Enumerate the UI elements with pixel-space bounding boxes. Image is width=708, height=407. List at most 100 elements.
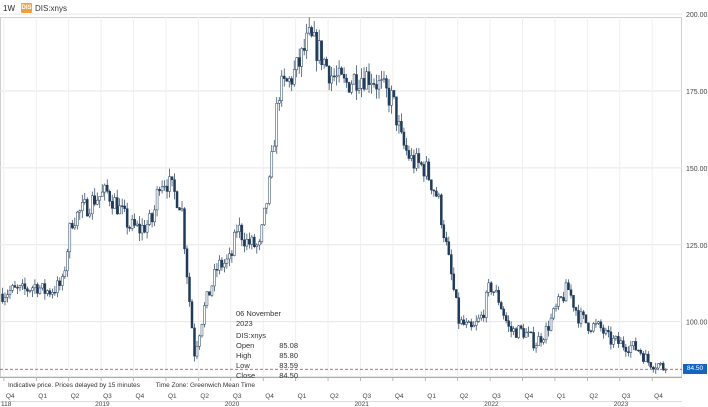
candle-body — [402, 131, 406, 146]
candle-body — [557, 296, 560, 307]
candle-body — [78, 210, 82, 213]
year-label: 2021 — [354, 401, 369, 407]
candle-body — [392, 90, 396, 98]
candle-body — [350, 83, 353, 93]
year-label: 118 — [1, 401, 12, 407]
candle-body — [497, 290, 500, 303]
y-tick-label: 125.00 — [686, 243, 708, 250]
candle-body — [400, 121, 403, 133]
candle-body — [220, 259, 224, 268]
candle-body — [248, 239, 251, 245]
candle-body — [629, 345, 633, 353]
candle-body — [153, 209, 156, 223]
candle-body — [110, 201, 114, 209]
candle-body — [81, 202, 84, 211]
candle-body — [322, 58, 326, 66]
period-selector[interactable]: 1W — [3, 3, 15, 13]
candle-body — [462, 319, 466, 325]
candle-body — [412, 155, 416, 169]
candle-body — [215, 269, 219, 271]
candle-body — [31, 287, 34, 291]
timezone-note: Time Zone: Greenwich Mean Time — [155, 382, 256, 389]
candle-body — [158, 189, 161, 192]
candle-body — [387, 87, 391, 106]
candle-body — [627, 351, 630, 353]
candle-body — [36, 284, 39, 294]
candle-body — [282, 75, 286, 79]
candle-body — [507, 320, 510, 327]
candle-body — [642, 353, 645, 362]
candle-body — [332, 75, 336, 78]
candle-body — [168, 176, 171, 192]
year-label: 2019 — [95, 401, 110, 407]
candle-body — [253, 236, 256, 248]
quarter-label: Q3 — [103, 393, 112, 400]
candle-body — [512, 328, 515, 332]
candle-body — [245, 239, 249, 247]
candle-body — [345, 77, 348, 83]
candle-body — [63, 270, 67, 277]
candle-body — [482, 314, 485, 318]
candle-body — [255, 244, 259, 248]
candle-body — [115, 197, 119, 215]
candle-body — [425, 161, 428, 177]
quarter-label: Q2 — [71, 393, 80, 400]
quarter-label: Q4 — [525, 393, 534, 400]
ohlc-tooltip: 06 November 2023 DIS:xnys Open 85.08 Hig… — [236, 309, 298, 381]
candle-body — [567, 282, 570, 291]
candle-body — [484, 292, 488, 318]
candle-body — [203, 305, 206, 325]
candle-body — [170, 176, 174, 180]
candle-body — [8, 290, 12, 295]
quarter-label: Q4 — [265, 393, 274, 400]
candle-body — [270, 151, 274, 178]
candle-body — [542, 339, 545, 343]
candle-body — [529, 331, 533, 333]
candle-body — [445, 237, 448, 242]
candle-body — [290, 78, 293, 85]
candle-body — [582, 311, 585, 316]
candle-body — [569, 289, 573, 296]
candle-body — [33, 284, 37, 289]
candle-body — [240, 224, 244, 241]
candle-body — [178, 207, 181, 211]
candle-body — [23, 283, 27, 290]
candle-body — [223, 263, 226, 268]
candle-body — [427, 161, 431, 181]
candle-body — [13, 285, 17, 288]
candle-body — [312, 32, 316, 37]
tooltip-row-low: Low 83.59 — [236, 361, 298, 371]
candle-body — [637, 349, 640, 352]
tooltip-date: 06 November 2023 — [236, 309, 282, 328]
candle-body — [260, 224, 264, 242]
tooltip-label: Low — [236, 361, 250, 370]
candle-body — [549, 317, 553, 331]
y-tick-label: 100.00 — [686, 320, 708, 327]
quarter-label: Q4 — [136, 393, 145, 400]
candle-body — [3, 297, 7, 302]
candle-body — [385, 78, 388, 89]
candle-body — [614, 336, 618, 339]
candle-body — [372, 83, 376, 85]
candle-body — [395, 96, 398, 126]
candle-body — [435, 190, 438, 197]
candle-body — [524, 332, 528, 338]
candle-body — [48, 290, 52, 295]
candle-body — [258, 241, 261, 246]
quarter-label: Q3 — [233, 393, 242, 400]
quarter-label: Q2 — [200, 393, 209, 400]
candle-body — [362, 78, 366, 90]
candle-body — [460, 319, 463, 324]
ticker-name[interactable]: DIS:xnys — [35, 3, 68, 13]
candle-body — [494, 290, 498, 293]
candle-body — [140, 225, 144, 234]
candle-body — [105, 184, 109, 192]
quarter-label: Q2 — [330, 393, 339, 400]
candle-body — [657, 363, 660, 369]
candle-body — [95, 199, 99, 205]
price-note: Indicative price. Prices delayed by 15 m… — [8, 382, 269, 389]
year-label: 2020 — [225, 401, 240, 407]
candle-body — [238, 224, 241, 232]
candle-body — [210, 285, 214, 296]
